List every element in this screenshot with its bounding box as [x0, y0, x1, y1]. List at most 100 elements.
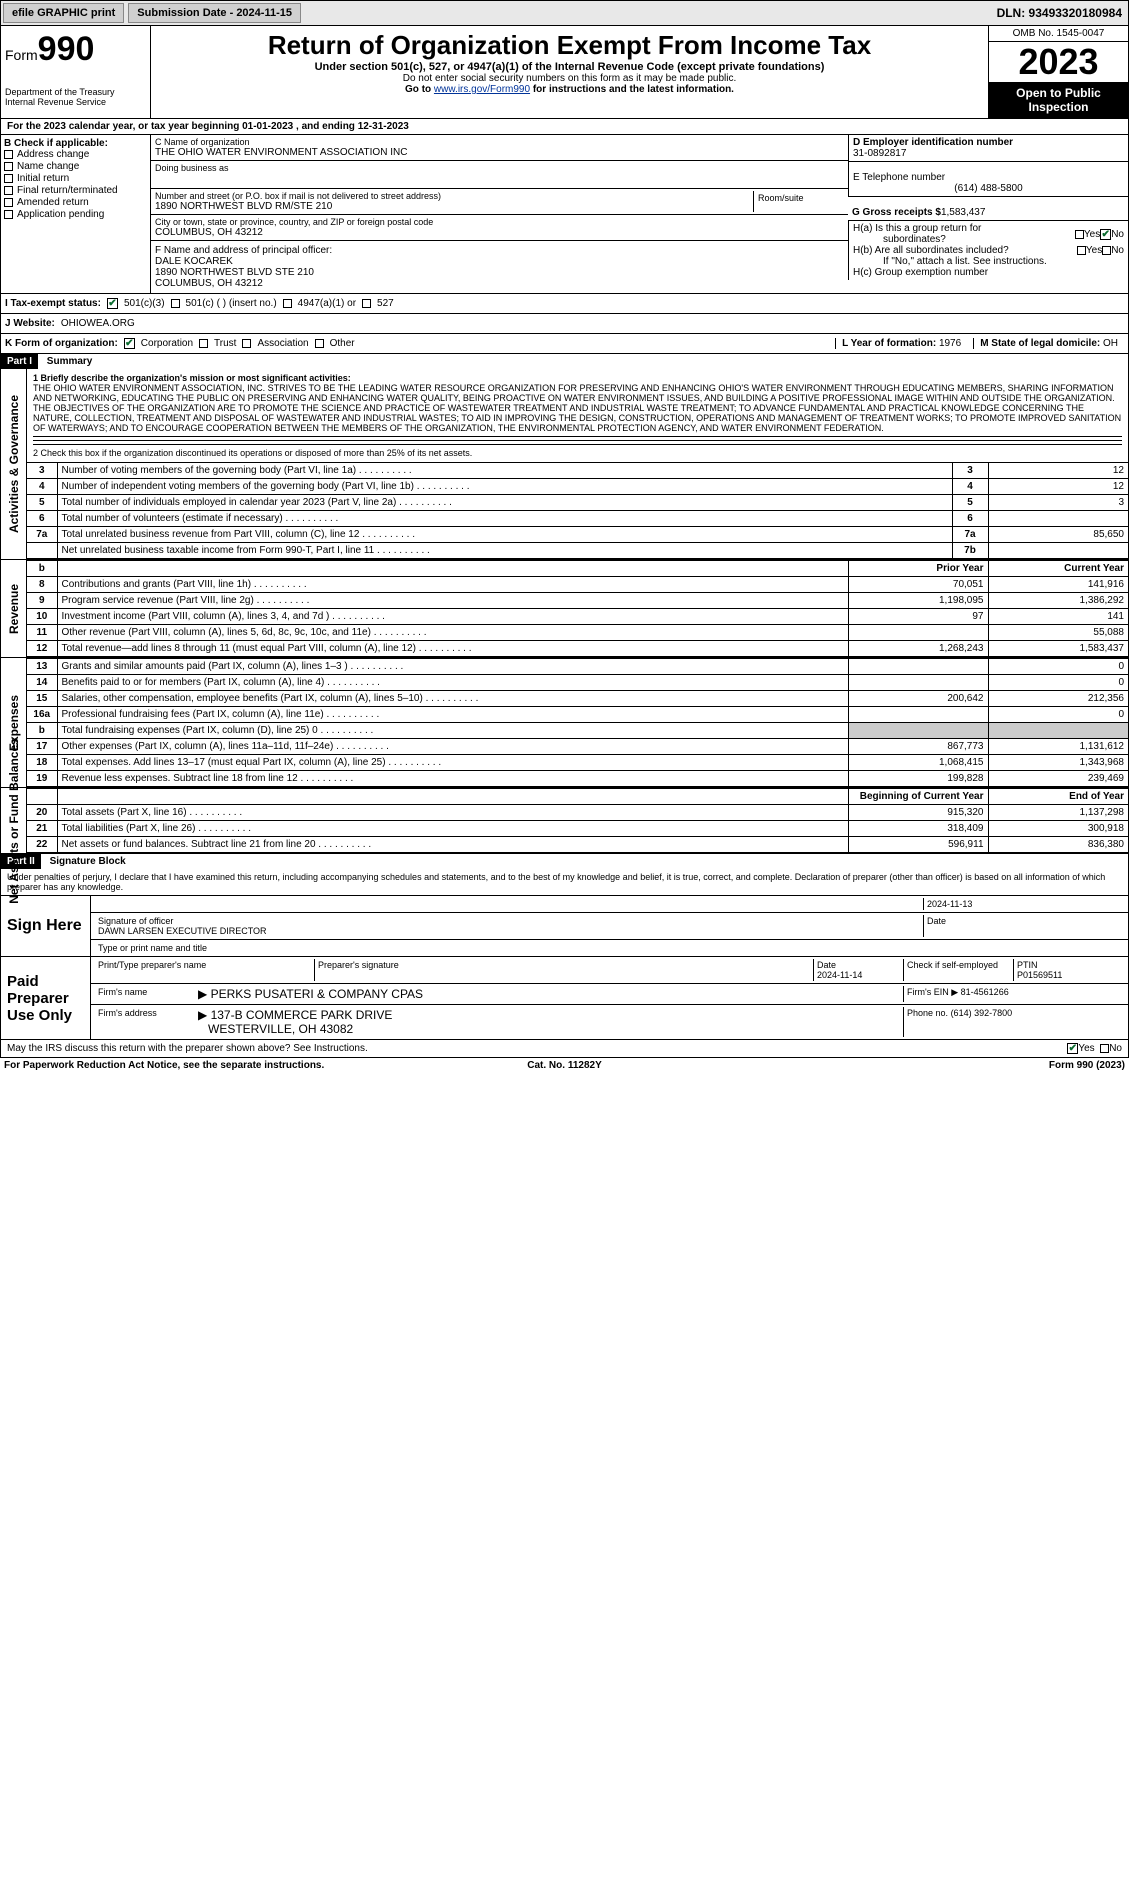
- discuss-yes-label: Yes: [1078, 1043, 1094, 1054]
- ein-label: D Employer identification number: [853, 137, 1124, 148]
- form-header: Form990 Department of the Treasury Inter…: [0, 26, 1129, 119]
- sign-here-label: Sign Here: [1, 896, 91, 956]
- sig-date-label: Date: [924, 915, 1124, 937]
- form-ref: Form 990 (2023): [751, 1060, 1125, 1071]
- discuss-text: May the IRS discuss this return with the…: [7, 1043, 1067, 1054]
- table-row: 20Total assets (Part X, line 16)915,3201…: [27, 805, 1128, 821]
- table-row: 14Benefits paid to or for members (Part …: [27, 675, 1128, 691]
- phone-label: E Telephone number: [853, 172, 1124, 183]
- room-label: Room/suite: [758, 193, 840, 203]
- header-left: Form990 Department of the Treasury Inter…: [1, 26, 151, 118]
- form-number: 990: [38, 30, 95, 68]
- gross-cell: G Gross receipts $1,583,437: [848, 197, 1128, 221]
- table-row: 5Total number of individuals employed in…: [27, 495, 1128, 511]
- topbar: efile GRAPHIC print Submission Date - 20…: [0, 0, 1129, 26]
- part2-title: Signature Block: [44, 854, 132, 869]
- trust-checkbox[interactable]: [199, 339, 208, 348]
- table-row: 16aProfessional fundraising fees (Part I…: [27, 707, 1128, 723]
- return-title: Return of Organization Exempt From Incom…: [155, 30, 984, 61]
- corporation-label: Corporation: [141, 338, 193, 349]
- initial-return-checkbox[interactable]: [4, 174, 13, 183]
- other-checkbox[interactable]: [315, 339, 324, 348]
- line-l-label: L Year of formation:: [842, 338, 936, 349]
- ha-yes-checkbox[interactable]: [1075, 230, 1084, 239]
- hb-no-checkbox[interactable]: [1102, 246, 1111, 255]
- cat-no: Cat. No. 11282Y: [378, 1060, 752, 1071]
- address-change-checkbox[interactable]: [4, 150, 13, 159]
- 501c-label: 501(c) ( ) (insert no.): [186, 298, 277, 309]
- section-netassets: Net Assets or Fund Balances Beginning of…: [0, 788, 1129, 854]
- mission-block: 1 Briefly describe the organization's mi…: [27, 369, 1128, 462]
- header-right: OMB No. 1545-0047 2023 Open to Public In…: [988, 26, 1128, 118]
- table-row: 4Number of independent voting members of…: [27, 479, 1128, 495]
- 4947-checkbox[interactable]: [283, 299, 292, 308]
- association-label: Association: [257, 338, 308, 349]
- tax-year: 2023: [989, 42, 1128, 82]
- final-return-checkbox[interactable]: [4, 186, 13, 195]
- line-a: For the 2023 calendar year, or tax year …: [0, 119, 1129, 135]
- side-label-activities-text: Activities & Governance: [7, 395, 21, 533]
- table-row: 13Grants and similar amounts paid (Part …: [27, 659, 1128, 675]
- section-activities: Activities & Governance 1 Briefly descri…: [0, 369, 1129, 560]
- addr-label: Number and street (or P.O. box if mail i…: [155, 191, 753, 201]
- irs-link[interactable]: www.irs.gov/Form990: [434, 84, 530, 95]
- ha-no-checkbox[interactable]: ✔: [1100, 229, 1111, 240]
- 501c-checkbox[interactable]: [171, 299, 180, 308]
- section-revenue: Revenue bPrior YearCurrent Year8Contribu…: [0, 560, 1129, 658]
- city-cell: City or town, state or province, country…: [151, 215, 848, 241]
- name-change-checkbox[interactable]: [4, 162, 13, 171]
- summary-table-simple: 3Number of voting members of the governi…: [27, 462, 1128, 559]
- org-name-label: C Name of organization: [155, 137, 844, 147]
- table-row: 18Total expenses. Add lines 13–17 (must …: [27, 755, 1128, 771]
- amended-return-checkbox[interactable]: [4, 198, 13, 207]
- 527-label: 527: [377, 298, 394, 309]
- goto-suffix: for instructions and the latest informat…: [530, 84, 734, 95]
- officer-name: DALE KOCAREK: [155, 256, 844, 267]
- check-self-label: Check if self-employed: [904, 959, 1014, 981]
- table-row: 11Other revenue (Part VIII, column (A), …: [27, 625, 1128, 641]
- discuss-no-checkbox[interactable]: [1100, 1044, 1109, 1053]
- 501c3-checkbox[interactable]: ✔: [107, 298, 118, 309]
- part1-title: Summary: [41, 354, 99, 369]
- efile-print-button[interactable]: efile GRAPHIC print: [3, 3, 124, 23]
- hc-label: H(c) Group exemption number: [853, 267, 1124, 278]
- line-m-value: OH: [1103, 338, 1118, 349]
- paid-preparer-block: Paid Preparer Use Only Print/Type prepar…: [0, 957, 1129, 1040]
- amended-return-label: Amended return: [17, 197, 89, 208]
- table-row: 10Investment income (Part VIII, column (…: [27, 609, 1128, 625]
- discuss-yes-checkbox[interactable]: ✔: [1067, 1043, 1078, 1054]
- col-c: C Name of organization THE OHIO WATER EN…: [151, 135, 848, 293]
- hb-label: H(b) Are all subordinates included?: [853, 245, 1077, 256]
- 527-checkbox[interactable]: [362, 299, 371, 308]
- section-bcd: B Check if applicable: Address change Na…: [0, 135, 1129, 294]
- initial-return-label: Initial return: [17, 173, 69, 184]
- paid-preparer-label: Paid Preparer Use Only: [1, 957, 91, 1039]
- omb-number: OMB No. 1545-0047: [989, 26, 1128, 42]
- mission-text: THE OHIO WATER ENVIRONMENT ASSOCIATION, …: [33, 383, 1121, 433]
- line-j-label: J Website:: [5, 318, 55, 329]
- dba-cell: Doing business as: [151, 161, 848, 189]
- firm-ein-label: Firm's EIN: [907, 987, 949, 997]
- application-pending-checkbox[interactable]: [4, 210, 13, 219]
- corporation-checkbox[interactable]: ✔: [124, 338, 135, 349]
- side-label-activities: Activities & Governance: [1, 369, 27, 559]
- hb-yes-checkbox[interactable]: [1077, 246, 1086, 255]
- phone-value: (614) 488-5800: [853, 183, 1124, 194]
- gross-value: 1,583,437: [941, 207, 986, 218]
- name-change-label: Name change: [17, 161, 79, 172]
- return-note1: Do not enter social security numbers on …: [155, 73, 984, 84]
- discuss-line: May the IRS discuss this return with the…: [0, 1040, 1129, 1058]
- ptin-value: P01569511: [1017, 970, 1062, 980]
- table-row: 3Number of voting members of the governi…: [27, 463, 1128, 479]
- ein-cell: D Employer identification number 31-0892…: [848, 135, 1128, 162]
- other-label: Other: [330, 338, 355, 349]
- association-checkbox[interactable]: [242, 339, 251, 348]
- signature-block: Sign Here 2024-11-13 Signature of office…: [0, 896, 1129, 957]
- submission-date-button[interactable]: Submission Date - 2024-11-15: [128, 3, 301, 23]
- department-label: Department of the Treasury: [5, 87, 146, 97]
- firm-ein-value: 81-4561266: [961, 987, 1009, 997]
- line-m-label: M State of legal domicile:: [980, 338, 1100, 349]
- group-return-cell: H(a) Is this a group return for subordin…: [848, 221, 1128, 280]
- return-subtitle: Under section 501(c), 527, or 4947(a)(1)…: [155, 61, 984, 73]
- ptin-label: PTIN: [1017, 960, 1038, 970]
